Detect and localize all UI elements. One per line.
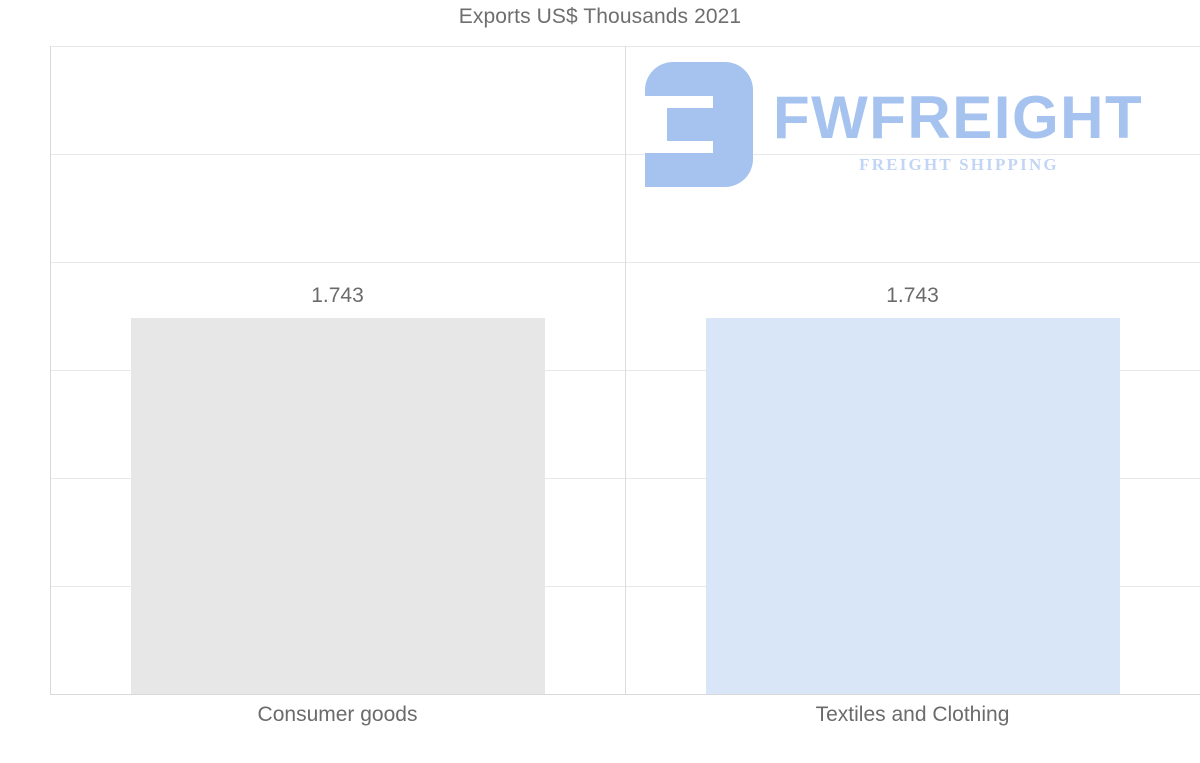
gridline bbox=[50, 694, 1200, 695]
y-axis-line bbox=[50, 46, 51, 694]
bar-value-label: 1.743 bbox=[886, 283, 939, 307]
plot-area bbox=[50, 46, 1200, 695]
x-axis-tick-label: Consumer goods bbox=[257, 703, 418, 726]
x-axis-tick-label: Textiles and Clothing bbox=[815, 703, 1010, 726]
bar-value-label: 1.743 bbox=[311, 283, 364, 307]
bar[interactable] bbox=[130, 317, 545, 694]
chart-title: Exports US$ Thousands 2021 bbox=[458, 5, 742, 28]
bar[interactable] bbox=[705, 317, 1120, 694]
category-divider-line bbox=[625, 46, 626, 694]
